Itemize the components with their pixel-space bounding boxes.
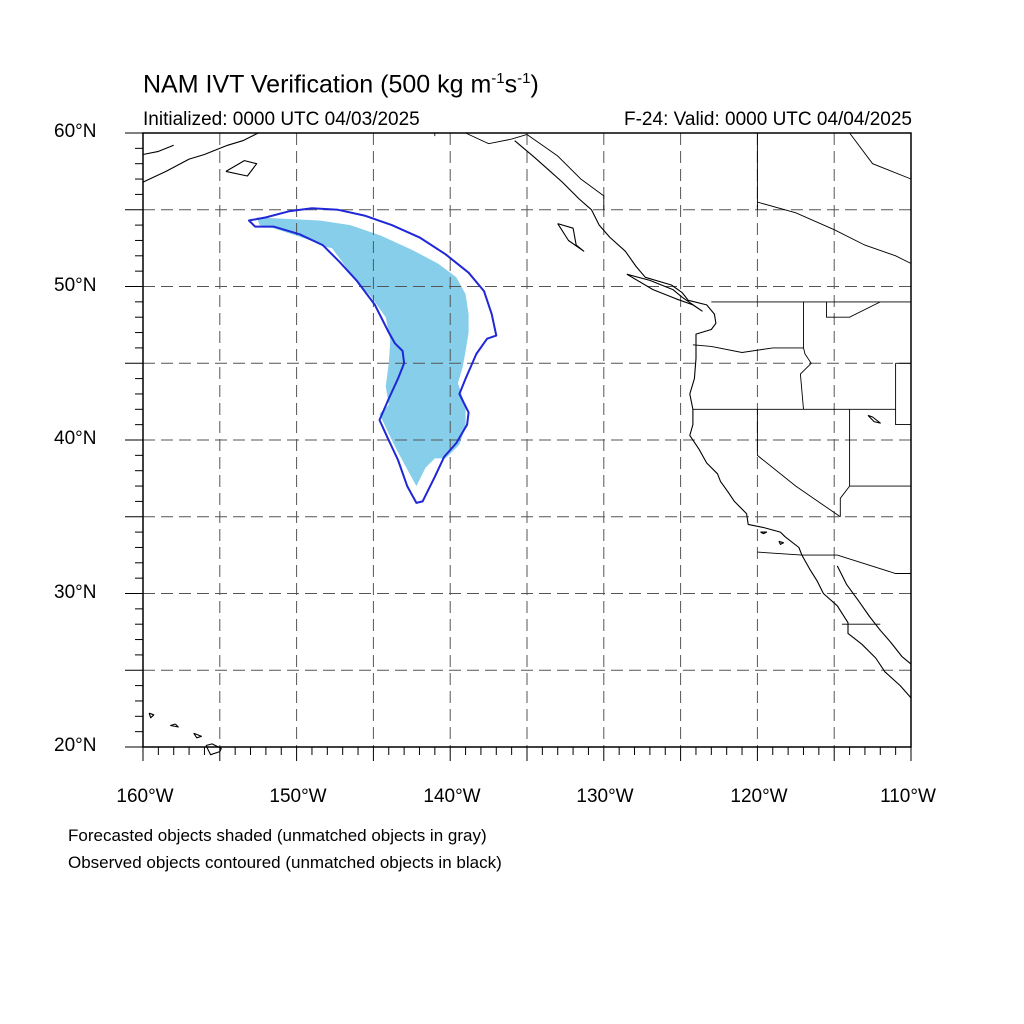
- political-border: [895, 363, 911, 426]
- lat-label-50n: 50°N: [54, 275, 97, 296]
- political-border: [756, 409, 841, 518]
- lon-label-120w: 120°W: [730, 786, 788, 807]
- political-border: [799, 301, 812, 410]
- coastline: [170, 723, 179, 728]
- map-frame: [142, 132, 912, 748]
- coastline: [626, 273, 703, 312]
- observed-object-contour: [248, 207, 498, 504]
- political-border: [826, 301, 881, 318]
- coastline: [142, 144, 174, 156]
- observed-objects-layer: [248, 207, 498, 504]
- coastline: [778, 540, 785, 545]
- coastline: [514, 140, 912, 699]
- political-border: [692, 344, 804, 353]
- footnote-observed: Observed objects contoured (unmatched ob…: [68, 853, 502, 872]
- lat-label-60n: 60°N: [54, 121, 97, 142]
- title-text: NAM IVT Verification (500 kg m: [143, 70, 492, 99]
- coastline: [760, 531, 768, 535]
- lat-label-20n: 20°N: [54, 735, 97, 756]
- lon-label-150w: 150°W: [269, 786, 327, 807]
- coastline: [867, 414, 881, 424]
- title-unit-s: s: [504, 70, 518, 99]
- coastline-layer: [142, 132, 912, 756]
- political-borders-layer: [434, 132, 912, 625]
- lon-label-140w: 140°W: [423, 786, 481, 807]
- coastline: [142, 132, 259, 183]
- lat-label-40n: 40°N: [54, 428, 97, 449]
- political-border: [465, 132, 605, 210]
- lat-label-30n: 30°N: [54, 582, 97, 603]
- title-superscript-2: -1: [517, 70, 531, 87]
- political-border: [839, 409, 851, 517]
- coastline: [148, 712, 155, 719]
- lon-label-110w: 110°W: [880, 786, 936, 807]
- lon-label-160w: 160°W: [116, 786, 174, 807]
- coastline: [193, 732, 202, 739]
- political-border: [757, 201, 912, 264]
- title-close: ): [530, 70, 539, 99]
- footnote-forecast: Forecasted objects shaded (unmatched obj…: [68, 826, 487, 845]
- map-title: NAM IVT Verification (500 kg m-1s-1): [143, 70, 539, 99]
- lon-label-130w: 130°W: [576, 786, 634, 807]
- title-superscript-1: -1: [491, 70, 505, 87]
- coastline: [557, 223, 585, 252]
- valid-time-label: F-24: Valid: 0000 UTC 04/04/2025: [624, 109, 912, 130]
- forecast-objects-layer: [256, 217, 469, 487]
- initialized-label: Initialized: 0000 UTC 04/03/2025: [143, 109, 420, 130]
- coastline: [205, 743, 222, 756]
- axis-ticks-layer: [125, 132, 912, 761]
- political-border: [849, 132, 912, 180]
- coastline: [225, 160, 258, 177]
- forecast-object-shading: [256, 217, 469, 487]
- political-border: [757, 551, 911, 574]
- coastline: [836, 565, 912, 665]
